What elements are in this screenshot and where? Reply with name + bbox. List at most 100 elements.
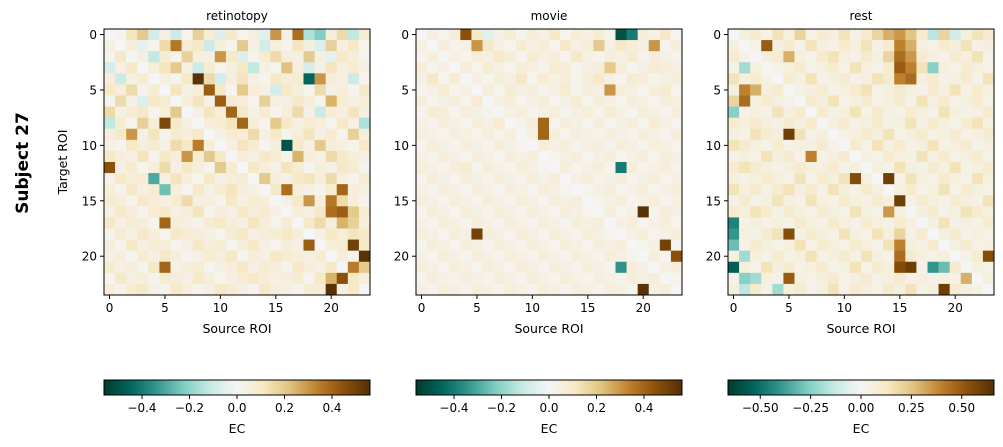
heatmap-cell bbox=[325, 283, 338, 296]
heatmap-cell bbox=[259, 272, 271, 285]
heatmap-cell bbox=[438, 150, 450, 163]
heatmap-cell bbox=[949, 84, 962, 96]
heatmap-cell bbox=[560, 29, 572, 41]
heatmap-cell bbox=[805, 29, 818, 41]
heatmap-cell bbox=[537, 250, 550, 263]
heatmap-cell bbox=[549, 261, 561, 274]
heatmap-cell bbox=[104, 195, 116, 207]
heatmap-cell bbox=[626, 128, 639, 141]
heatmap-cell bbox=[237, 117, 249, 130]
heatmap-cell bbox=[816, 106, 829, 119]
heatmap-cell bbox=[894, 206, 906, 218]
heatmap-cell bbox=[493, 95, 506, 107]
heatmap-cell bbox=[916, 261, 928, 274]
heatmap-cell bbox=[416, 51, 428, 63]
heatmap-cell bbox=[938, 84, 951, 96]
heatmap-cell bbox=[659, 217, 672, 229]
heatmap-cell bbox=[203, 261, 216, 274]
heatmap-cell bbox=[838, 173, 851, 185]
heatmap-cell bbox=[515, 217, 528, 229]
heatmap-cell bbox=[739, 62, 751, 74]
heatmap-cell bbox=[750, 106, 762, 119]
heatmap-cell bbox=[861, 117, 873, 130]
heatmap-cell bbox=[325, 261, 338, 274]
heatmap-cell bbox=[849, 184, 862, 196]
heatmap-cell bbox=[916, 195, 928, 207]
heatmap-cell bbox=[805, 128, 818, 141]
heatmap-cell bbox=[916, 272, 928, 285]
heatmap-cell bbox=[270, 128, 282, 141]
heatmap-cell bbox=[214, 95, 227, 107]
x-tick-label: 10 bbox=[837, 301, 852, 315]
heatmap-cell bbox=[772, 272, 784, 285]
heatmap-cell bbox=[872, 84, 884, 96]
heatmap-cell bbox=[104, 95, 116, 107]
heatmap-cell bbox=[416, 95, 428, 107]
heatmap-cell bbox=[827, 117, 840, 130]
heatmap-cell bbox=[449, 106, 461, 119]
heatmap-cell bbox=[783, 73, 795, 85]
heatmap-cell bbox=[427, 283, 439, 296]
heatmap-cell bbox=[637, 128, 650, 141]
heatmap-cell bbox=[281, 228, 293, 240]
colorbar-tick-label: 0.25 bbox=[898, 401, 925, 415]
heatmap-cell bbox=[949, 95, 962, 107]
heatmap-cell bbox=[126, 206, 138, 218]
heatmap-cell bbox=[861, 106, 873, 119]
heatmap-cell bbox=[739, 173, 751, 185]
heatmap-cell bbox=[772, 261, 784, 274]
heatmap-cell bbox=[460, 62, 472, 74]
heatmap-cell bbox=[593, 228, 605, 240]
heatmap-cell bbox=[159, 128, 171, 141]
heatmap-cell bbox=[416, 206, 428, 218]
heatmap-cell bbox=[637, 139, 650, 152]
x-tick-label: 10 bbox=[213, 301, 228, 315]
heatmap-cell bbox=[739, 261, 751, 274]
heatmap-cell bbox=[137, 73, 149, 85]
heatmap-cell bbox=[982, 29, 995, 41]
heatmap-cell bbox=[471, 95, 483, 107]
heatmap-cell bbox=[849, 106, 862, 119]
heatmap-cell bbox=[905, 51, 917, 63]
heatmap-cell bbox=[783, 184, 795, 196]
heatmap-cell bbox=[427, 162, 439, 174]
heatmap-cell bbox=[281, 261, 293, 274]
heatmap-cell bbox=[427, 184, 439, 196]
heatmap-cell bbox=[582, 84, 594, 96]
x-axis-label: Source ROI bbox=[826, 321, 895, 336]
heatmap-cell bbox=[314, 206, 327, 218]
heatmap-cell bbox=[438, 40, 450, 52]
heatmap-cell bbox=[794, 195, 806, 207]
heatmap-cell bbox=[303, 261, 315, 274]
heatmap-cell bbox=[670, 95, 683, 107]
heatmap-cell bbox=[537, 217, 550, 229]
heatmap-cell bbox=[471, 51, 483, 63]
heatmap-cell bbox=[259, 195, 271, 207]
heatmap-cell bbox=[192, 272, 205, 285]
heatmap-cell bbox=[670, 117, 683, 130]
heatmap-cell bbox=[416, 217, 428, 229]
heatmap-cell bbox=[750, 184, 762, 196]
colorbar-label: EC bbox=[853, 421, 870, 436]
heatmap-cell bbox=[816, 206, 829, 218]
heatmap-cell bbox=[739, 117, 751, 130]
heatmap-cell bbox=[336, 62, 349, 74]
heatmap-cell bbox=[225, 195, 238, 207]
heatmap-cell bbox=[582, 173, 594, 185]
heatmap-cell bbox=[982, 40, 995, 52]
heatmap-cell bbox=[827, 261, 840, 274]
heatmap-cell bbox=[526, 272, 539, 285]
heatmap-cell bbox=[772, 239, 784, 252]
heatmap-cell bbox=[971, 184, 984, 196]
heatmap-cell bbox=[816, 228, 829, 240]
heatmap-cell bbox=[438, 62, 450, 74]
heatmap-cell bbox=[203, 73, 216, 85]
heatmap-cell bbox=[537, 128, 550, 141]
heatmap-cell bbox=[905, 128, 917, 141]
heatmap-cell bbox=[772, 84, 784, 96]
heatmap-cell bbox=[849, 73, 862, 85]
heatmap-cell bbox=[938, 73, 951, 85]
heatmap-cell bbox=[416, 261, 428, 274]
heatmap-cell bbox=[526, 206, 539, 218]
heatmap-cell bbox=[772, 150, 784, 163]
